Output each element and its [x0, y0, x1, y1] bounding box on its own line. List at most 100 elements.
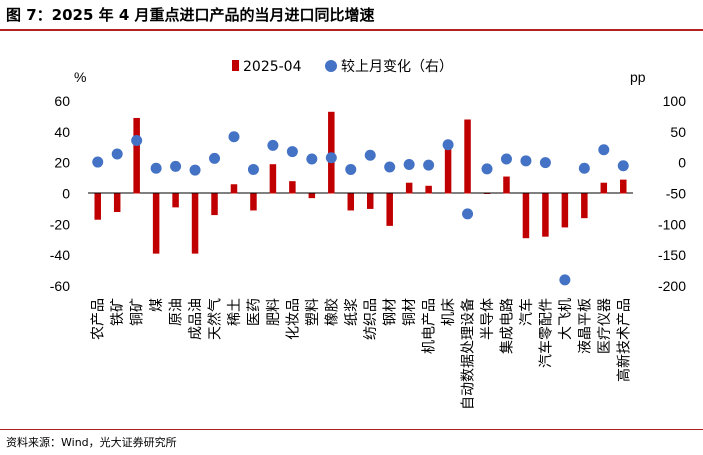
bar — [366, 193, 374, 209]
bar — [464, 119, 471, 194]
category-label: 成品油 — [188, 298, 204, 340]
change-dot — [462, 208, 474, 220]
bar — [269, 164, 277, 194]
legend: 2025-04 较上月变化（右） — [232, 59, 453, 75]
category-label: 铁矿 — [110, 298, 126, 326]
change-dot — [384, 161, 396, 173]
category-label: 铜材 — [402, 298, 418, 326]
category-label: 铜矿 — [130, 298, 146, 326]
category-label: 集成电路 — [498, 298, 515, 354]
change-dot — [209, 152, 221, 164]
title-underline — [0, 29, 703, 31]
change-dot — [306, 153, 318, 165]
change-dot — [150, 162, 162, 174]
change-dot — [92, 156, 104, 168]
bar — [522, 193, 530, 239]
bar — [172, 193, 179, 208]
category-label: 自动数据处理设备 — [460, 298, 477, 410]
right-axis-unit: pp — [630, 69, 646, 85]
left-tick-label: 40 — [54, 124, 70, 140]
category-label: 医药 — [246, 298, 262, 326]
category-label: 原油 — [169, 298, 185, 326]
change-dot — [423, 159, 435, 171]
source-rule — [0, 429, 703, 430]
chart-title: 图 7：2025 年 4 月重点进口产品的当月进口同比增速 — [6, 6, 375, 24]
right-tick-label: 100 — [663, 93, 687, 109]
category-label: 天然气 — [207, 298, 224, 340]
left-tick-label: -60 — [50, 278, 70, 294]
bar — [347, 193, 355, 211]
left-axis-ticks: 60 40 20 0 -20 -40 -60 — [50, 93, 70, 294]
change-dot — [286, 146, 298, 158]
change-dot — [247, 163, 259, 175]
category-label: 医疗仪器 — [597, 298, 613, 354]
right-tick-label: 0 — [678, 155, 686, 171]
right-tick-label: -50 — [666, 186, 686, 202]
category-labels: 农产品 铁矿 铜矿煤原油 成品油 天然气 稀土 医药 肥料 化妆品 塑料 橡胶 纸浆 纺织品 钢材 铜材 机电… — [91, 298, 633, 410]
change-dot — [539, 157, 551, 169]
source-note: 资料来源：Wind，光大证券研究所 — [6, 436, 177, 449]
left-axis-unit: % — [74, 69, 86, 85]
change-dot — [325, 152, 337, 164]
bar — [405, 182, 413, 194]
bar-series — [94, 111, 627, 254]
category-label: 塑料 — [305, 298, 321, 326]
change-dot — [403, 159, 415, 171]
left-tick-label: 0 — [62, 186, 70, 202]
category-label: 农产品 — [91, 298, 107, 340]
change-dot — [189, 164, 201, 176]
bar — [581, 193, 588, 219]
category-label: 液晶平板 — [577, 298, 593, 354]
change-dot — [617, 160, 629, 172]
category-label: 钢材 — [383, 298, 399, 326]
change-dot — [481, 163, 493, 175]
dot-series — [92, 131, 629, 286]
legend-dot-swatch — [325, 60, 337, 72]
category-label: 汽车零配件 — [537, 298, 554, 368]
legend-dot-label: 较上月变化（右） — [341, 59, 453, 75]
category-label: 纸浆 — [344, 298, 360, 326]
bar — [308, 193, 316, 199]
change-dot — [578, 162, 590, 174]
bar — [444, 148, 452, 194]
bar — [289, 181, 296, 194]
category-label: 大飞机 — [558, 298, 574, 340]
bar — [250, 193, 257, 211]
change-dot — [111, 148, 123, 160]
bar — [561, 193, 569, 228]
change-dot — [559, 274, 571, 286]
legend-bar-swatch — [232, 60, 239, 71]
left-tick-label: -40 — [50, 247, 70, 263]
bar — [425, 185, 432, 194]
bar — [483, 193, 491, 194]
change-dot — [131, 134, 143, 146]
bar — [542, 193, 549, 237]
bar — [211, 193, 218, 216]
legend-bar-label: 2025-04 — [243, 59, 302, 75]
change-dot — [442, 139, 454, 151]
left-tick-label: 60 — [54, 93, 70, 109]
left-tick-label: 20 — [54, 155, 70, 171]
change-dot — [170, 160, 182, 172]
category-label: 肥料 — [266, 298, 282, 326]
right-axis-ticks: 100 50 0 -50 -100 -150 -200 — [658, 93, 686, 294]
bar — [113, 193, 121, 212]
bar — [230, 184, 238, 194]
category-label: 汽车 — [518, 298, 535, 326]
category-label: 化妆品 — [285, 298, 301, 340]
bar — [191, 193, 199, 254]
left-tick-label: -20 — [50, 216, 70, 232]
change-dot — [228, 131, 240, 143]
bar — [620, 179, 627, 194]
bar — [600, 182, 608, 194]
category-label: 机床 — [441, 298, 457, 326]
category-label: 煤 — [149, 298, 165, 312]
right-tick-label: -200 — [658, 278, 686, 294]
right-tick-label: 50 — [670, 124, 686, 140]
bar — [503, 176, 510, 194]
bar — [94, 193, 101, 220]
change-dot — [500, 153, 512, 165]
category-label: 稀土 — [227, 298, 243, 326]
category-label: 橡胶 — [323, 298, 340, 326]
category-label: 高新技术产品 — [615, 298, 632, 382]
